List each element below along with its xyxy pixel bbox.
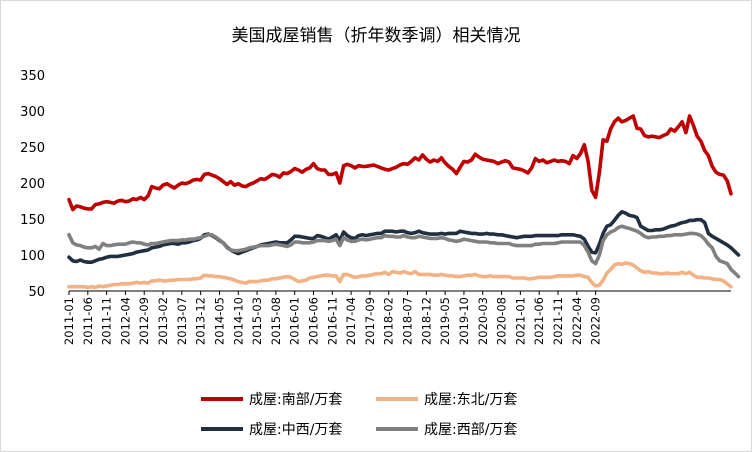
- x-tick-label: 2012-09: [137, 297, 151, 345]
- x-tick-label: 2021-06: [532, 297, 546, 345]
- axes: 50 100 150 200 250 300 350 2011-01 2011-06 2011-1…: [20, 69, 731, 345]
- x-tick-label: 2018-07: [401, 297, 415, 345]
- x-tick-label: 2016-01: [288, 297, 302, 345]
- x-tick-label: 2011-11: [100, 297, 114, 345]
- x-tick-label: 2017-09: [363, 297, 377, 345]
- x-tick-label: 2015-03: [250, 297, 264, 345]
- y-tick-label: 300: [20, 105, 45, 120]
- series-line: [67, 210, 741, 265]
- chart-title: 美国成屋销售（折年数季调）相关情况: [232, 26, 521, 46]
- y-tick-label: 250: [20, 141, 45, 156]
- y-tick-label: 350: [20, 69, 45, 84]
- x-tick-label: 2011-06: [81, 297, 95, 345]
- legend-label: 成屋:南部/万套: [249, 392, 342, 408]
- x-tick-label: 2018-12: [419, 297, 433, 345]
- x-tick-label: 2019-10: [457, 297, 471, 345]
- legend-label: 成屋:西部/万套: [424, 422, 517, 438]
- x-tick-label: 2016-06: [306, 297, 320, 345]
- x-tick-label: 2012-04: [118, 297, 132, 345]
- x-tick-label: 2016-11: [325, 297, 339, 345]
- y-tick-label: 150: [20, 213, 45, 228]
- x-tick-label: 2021-01: [513, 297, 527, 345]
- series-line: [67, 261, 733, 290]
- legend-label: 成屋:东北/万套: [424, 392, 517, 408]
- x-tick-label: 2020-03: [476, 297, 490, 345]
- x-tick-label: 2021-11: [551, 297, 565, 345]
- x-tick-label: 2019-05: [438, 297, 452, 345]
- y-tick-label: 100: [20, 249, 45, 264]
- x-tick-label: 2013-02: [156, 297, 170, 345]
- x-tick-label: 2017-04: [344, 297, 358, 345]
- legend-label: 成屋:中西/万套: [249, 422, 342, 438]
- x-tick-label: 2013-12: [194, 297, 208, 345]
- series-lines: [67, 114, 741, 290]
- x-tick-label: 2020-08: [495, 297, 509, 345]
- x-tick-label: 2022-09: [589, 297, 603, 345]
- series-line: [67, 114, 733, 212]
- x-tick-label: 2018-02: [382, 297, 396, 345]
- x-tick-label: 2014-10: [231, 297, 245, 345]
- series-line: [67, 224, 741, 279]
- x-tick-label: 2015-08: [269, 297, 283, 345]
- x-tick-label: 2013-07: [175, 297, 189, 345]
- y-tick-label: 50: [28, 285, 45, 300]
- x-tick-label: 2014-05: [212, 297, 226, 345]
- x-tick-label: 2011-01: [62, 297, 76, 345]
- y-tick-label: 200: [20, 177, 45, 192]
- x-tick-label: 2022-04: [570, 297, 584, 345]
